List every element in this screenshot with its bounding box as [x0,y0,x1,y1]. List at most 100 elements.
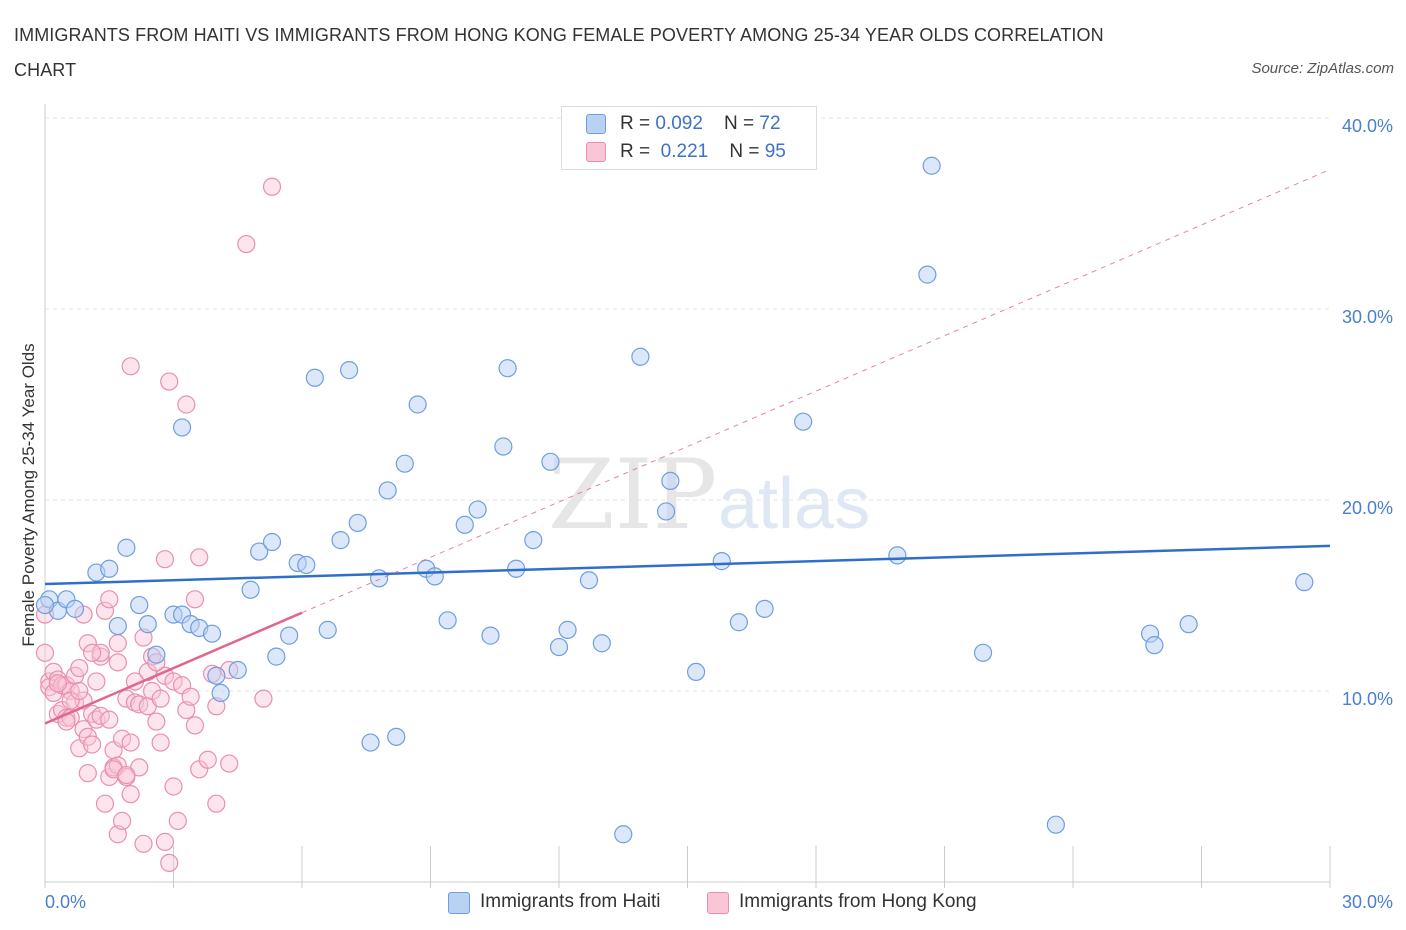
haiti-point [524,531,543,550]
hongkong-point [134,834,153,853]
haiti-point [130,595,149,615]
hongkong-legend-swatch-icon [707,892,729,914]
hongkong-point [160,853,179,873]
hongkong-point [185,716,205,735]
y-tick-label: 40.0% [1342,116,1393,136]
haiti-point [395,454,414,473]
haiti-point [494,437,513,456]
haiti-point [1179,615,1198,634]
x-tick-label-max: 30.0% [1342,892,1393,912]
haiti-point [888,546,907,565]
trend-lines [44,169,1331,725]
y-tick-label: 30.0% [1342,307,1393,327]
haiti-point [408,395,427,414]
hongkong-point [91,706,110,725]
haiti-point [1145,636,1164,655]
legend-hongkong-n-label: N = [729,141,765,162]
haiti-point [387,727,406,746]
hongkong-point [164,777,183,796]
legend-haiti-n-label: N = [724,113,760,134]
haiti-point [973,643,993,662]
haiti-point [378,481,397,500]
haiti-point [498,359,517,378]
haiti-points [35,156,1314,844]
haiti-point [686,662,706,682]
haiti-point [280,626,299,645]
hongkong-point [100,590,119,609]
axes [44,104,1331,888]
hongkong-point [117,765,136,785]
hongkong-point [121,733,140,752]
haiti-point [250,542,269,561]
haiti-point [1295,573,1314,592]
legend-hongkong-r-label: R = [620,141,656,162]
correlation-legend: R = 0.092 N = 72 R = 0.221 N = 95 [561,106,817,170]
hongkong-point [207,794,226,813]
grid-lines [45,117,1330,692]
y-tick-label: 10.0% [1342,689,1393,709]
haiti-point [438,611,457,630]
x-tick-label-min: 0.0% [45,892,86,912]
source-credit: Source: ZipAtlas.com [1251,60,1394,77]
hongkong-point [87,672,106,691]
haiti-point [211,683,230,703]
hongkong-point [121,357,140,376]
haiti-legend-swatch-icon [448,892,470,914]
hongkong-point [108,653,127,672]
haiti-point [100,559,119,578]
hongkong-point [155,550,175,569]
haiti-point [138,615,157,634]
haiti-point [207,666,226,685]
haiti-point [468,500,487,519]
haiti-point [794,412,813,431]
hongkong-point [262,177,282,196]
haiti-point [579,571,599,590]
hongkong-point [83,643,102,662]
haiti-point [1046,815,1065,834]
y-tick-label: 20.0% [1342,498,1393,518]
haiti-point [361,733,380,752]
hongkong-point [48,674,67,693]
haiti-point [340,361,359,380]
watermark-atlas: atlas [718,464,870,544]
hongkong-point [70,681,89,701]
haiti-point [549,637,569,657]
hongkong-point [95,794,115,813]
haiti-point [348,513,367,533]
hongkong-point [83,735,102,754]
hongkong-trend-extension [301,169,1331,614]
hongkong-point [198,750,217,769]
haiti-point [117,538,136,557]
hongkong-point [177,395,196,414]
haiti-point [370,569,389,588]
hongkong-point [168,811,187,830]
haiti-swatch-icon [586,114,606,134]
hongkong-point [108,825,127,844]
chart-title: IMMIGRANTS FROM HAITI VS IMMIGRANTS FROM… [14,25,1104,80]
hongkong-point [78,634,97,653]
haiti-point [297,555,316,575]
hongkong-points [35,177,282,873]
haiti-point [202,624,222,643]
hongkong-point [185,590,205,609]
haiti-point [661,471,680,490]
hongkong-point [220,754,239,773]
legend-haiti-r-value: 0.092 [655,113,703,134]
hongkong-point [112,811,132,830]
haiti-point [656,502,676,521]
hongkong-point [254,689,273,708]
haiti-point [455,515,474,534]
haiti-point [558,620,577,639]
haiti-point [108,616,127,636]
hongkong-point [164,672,183,691]
haiti-point [481,626,500,645]
tick-labels: 10.0% 20.0% 30.0% 40.0% 0.0% 30.0% [45,116,1393,912]
hongkong-point [151,689,170,708]
haiti-point [228,660,247,680]
haiti-point [592,634,611,653]
hongkong-point [112,729,132,748]
haiti-point [922,156,941,175]
legend-haiti-r-label: R = [620,113,656,134]
hongkong-point [95,601,115,620]
